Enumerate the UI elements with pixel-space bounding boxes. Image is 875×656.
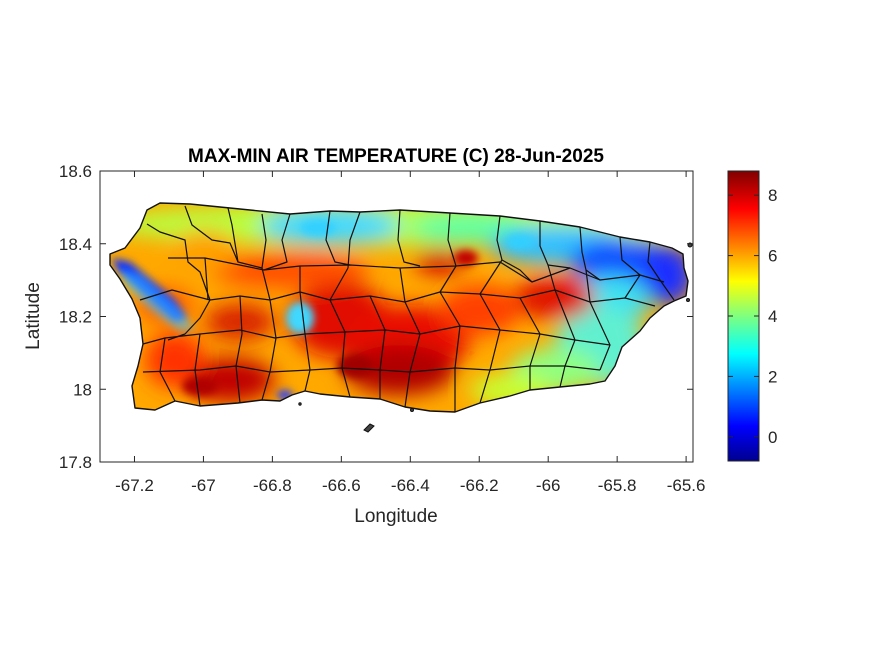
municipality-boundaries xyxy=(109,202,689,413)
y-tick-label: 18 xyxy=(73,380,92,399)
x-tick-label: -66.4 xyxy=(391,476,430,495)
colorbar-ticks: 0 2 4 6 8 xyxy=(728,186,777,447)
chart-title: MAX-MIN AIR TEMPERATURE (C) 28-Jun-2025 xyxy=(188,146,604,167)
colorbar-tick-label: 2 xyxy=(768,367,777,386)
colorbar-tick-label: 8 xyxy=(768,186,777,205)
x-tick-label: -66.8 xyxy=(253,476,292,495)
x-tick-label: -66 xyxy=(536,476,561,495)
x-tick-label: -65.6 xyxy=(667,476,706,495)
x-axis-label: Longitude xyxy=(354,506,437,527)
x-axis: -67.2 -67 -66.8 -66.6 -66.4 -66.2 -66 -65.8 -65.… xyxy=(115,171,705,495)
y-tick-label: 17.8 xyxy=(59,453,92,472)
y-axis-label: Latitude xyxy=(23,282,44,350)
temperature-field xyxy=(110,203,688,412)
x-tick-label: -65.8 xyxy=(598,476,637,495)
y-axis: 17.8 18 18.2 18.4 18.6 xyxy=(59,162,693,472)
y-tick-label: 18.4 xyxy=(59,235,92,254)
y-tick-label: 18.2 xyxy=(59,308,92,327)
x-tick-label: -66.2 xyxy=(460,476,499,495)
x-tick-label: -66.6 xyxy=(322,476,361,495)
x-tick-label: -67 xyxy=(191,476,216,495)
y-tick-label: 18.6 xyxy=(59,162,92,181)
offshore-islets xyxy=(298,242,693,433)
colorbar-tick-label: 4 xyxy=(768,307,777,326)
colorbar-tick-label: 6 xyxy=(768,247,777,266)
colorbar-tick-label: 0 xyxy=(768,428,777,447)
x-tick-label: -67.2 xyxy=(115,476,154,495)
colorbar xyxy=(727,170,760,462)
